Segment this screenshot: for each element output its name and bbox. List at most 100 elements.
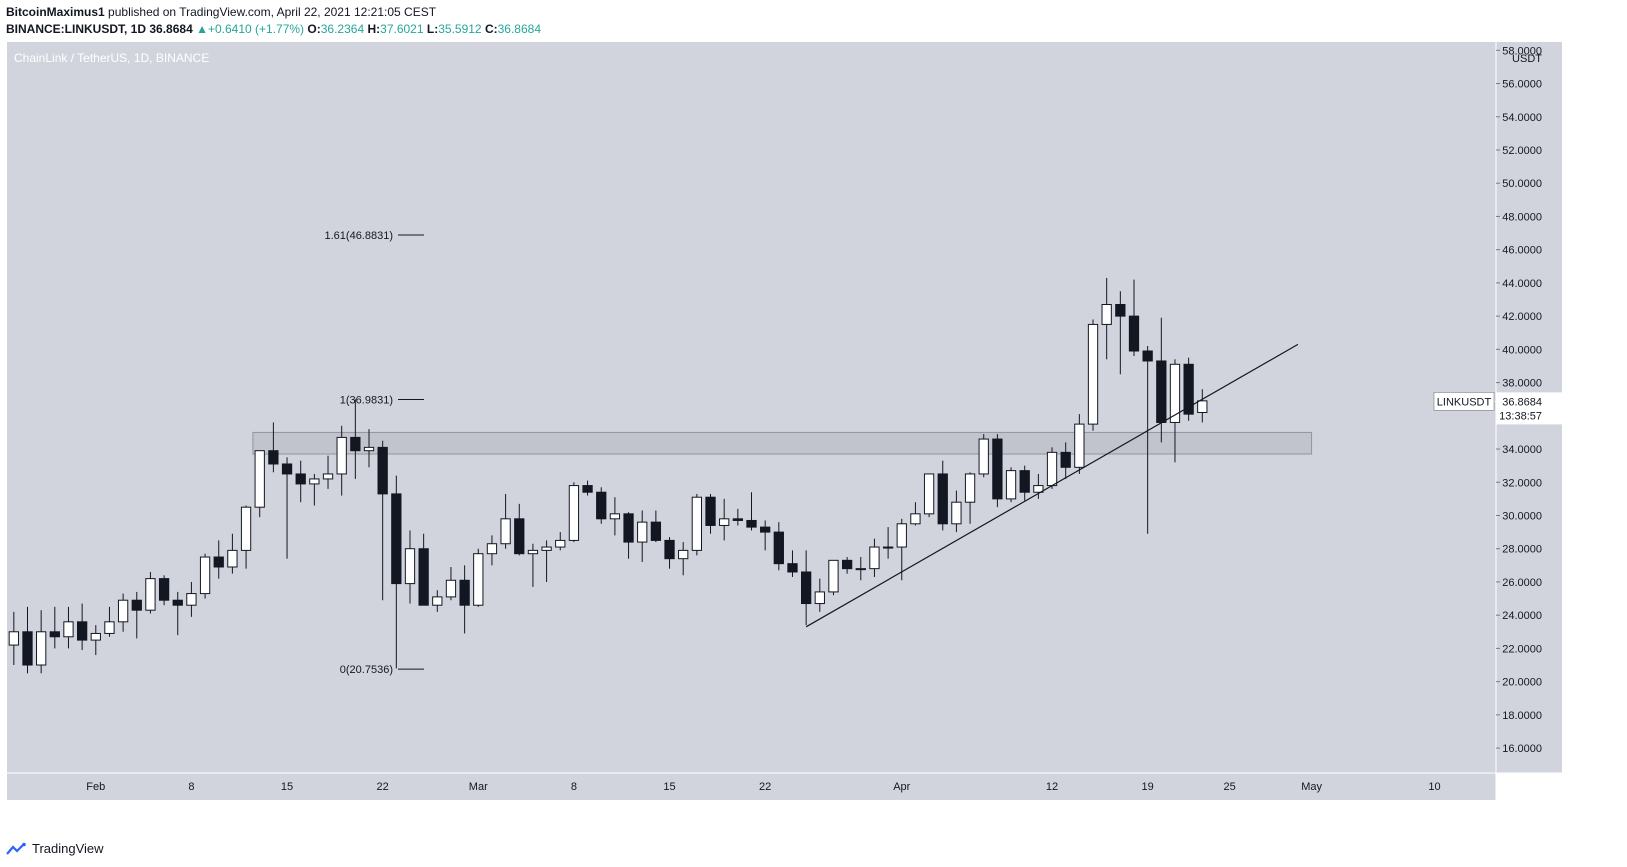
- price-tick-14: 44.0000: [1502, 278, 1542, 290]
- candle-body-37: [514, 518, 525, 555]
- candle-body-84: [1156, 360, 1167, 423]
- symbol-tag-box: [1433, 392, 1495, 411]
- candle-body-6: [90, 632, 101, 641]
- candle-body-14: [199, 556, 211, 595]
- candle-body-5: [76, 621, 88, 641]
- chart-pane[interactable]: [7, 42, 1496, 773]
- candle-body-28: [391, 493, 402, 585]
- candle-body-80: [1101, 303, 1112, 325]
- candle-body-68: [937, 473, 948, 525]
- open-value: 36.2364: [320, 22, 365, 36]
- low-value: 35.5912: [438, 22, 482, 36]
- tradingview-footer[interactable]: TradingView: [6, 841, 104, 856]
- candle-body-30: [418, 548, 429, 606]
- candle-body-34: [473, 553, 484, 606]
- candle-body-47: [650, 521, 662, 541]
- candle-body-82: [1128, 315, 1140, 352]
- candle-body-33: [459, 579, 470, 606]
- time-tick-3: 22: [377, 781, 389, 793]
- candle-body-78: [1074, 423, 1085, 468]
- time-axis[interactable]: [7, 773, 1496, 800]
- candle-body-24: [336, 436, 347, 475]
- candle-body-41: [568, 485, 580, 541]
- price-tick-8: 32.0000: [1502, 477, 1542, 489]
- support-zone-layer: [252, 431, 1313, 455]
- candle-body-36: [500, 518, 511, 545]
- time-ticks-layer: Feb 8 15 22 Mar 8 15 22 Apr 12 19 25 May 10: [86, 781, 1440, 793]
- candle-body-8: [117, 599, 129, 623]
- candle-body-64: [882, 546, 894, 549]
- candle-body-51: [705, 496, 716, 526]
- ohlc-legend: BINANCE:LINKUSDT, 1D 36.8684 ▲+0.6410 (+…: [6, 22, 541, 36]
- price-tick-18: 52.0000: [1502, 145, 1542, 157]
- candle-body-58: [800, 571, 812, 605]
- candle-body-65: [896, 523, 907, 548]
- candle-body-35: [486, 543, 498, 555]
- price-tick-16: 48.0000: [1502, 211, 1542, 223]
- current-price-value: 36.8684: [1502, 396, 1542, 408]
- candle-body-71: [978, 438, 989, 475]
- price-tick-17: 50.0000: [1502, 178, 1542, 190]
- candle-body-16: [227, 549, 238, 568]
- candle-body-55: [760, 526, 771, 533]
- candle-body-3: [49, 631, 60, 638]
- candle-body-12: [172, 599, 183, 606]
- support-zone: [252, 431, 1313, 455]
- candle-body-48: [664, 539, 675, 560]
- price-axis-unit: USDT: [1512, 53, 1542, 65]
- candle-body-67: [923, 473, 935, 515]
- candle-body-32: [445, 579, 457, 598]
- up-triangle-icon: ▲: [196, 22, 208, 36]
- candle-body-46: [637, 521, 648, 543]
- price-change: +0.6410 (+1.77%): [207, 22, 305, 36]
- candle-body-0: [8, 631, 19, 646]
- current-price-box: [1496, 392, 1562, 425]
- price-label-layer: LINKUSDT 36.8684 13:38:57: [1433, 392, 1562, 425]
- candle-body-43: [596, 491, 607, 520]
- candle-body-69: [951, 501, 962, 525]
- price-tick-2: 20.0000: [1502, 677, 1542, 689]
- price-tick-7: 30.0000: [1502, 510, 1542, 522]
- candle-body-62: [855, 568, 866, 571]
- fib-label-1: 1(36.9831): [340, 394, 393, 406]
- high-label: H:: [367, 22, 381, 36]
- close-value: 36.8684: [497, 22, 542, 36]
- price-tick-12: 40.0000: [1502, 344, 1542, 356]
- publisher-name[interactable]: BitcoinMaximus1: [6, 5, 105, 19]
- candle-body-77: [1060, 451, 1071, 468]
- candle-body-70: [964, 473, 976, 503]
- candle-body-11: [158, 578, 170, 601]
- candle-body-81: [1115, 303, 1126, 317]
- candle-body-50: [691, 496, 703, 551]
- candle-body-59: [814, 591, 825, 605]
- candle-body-31: [432, 596, 443, 606]
- candle-body-29: [404, 548, 416, 585]
- low-label: L:: [426, 22, 439, 36]
- candle-body-4: [63, 621, 74, 638]
- candle-body-74: [1019, 470, 1030, 493]
- candle-body-1: [22, 631, 33, 666]
- candle-body-72: [992, 438, 1003, 500]
- candle-body-57: [787, 563, 798, 573]
- candle-body-7: [104, 621, 115, 634]
- candle-body-22: [309, 478, 320, 485]
- candle-body-27: [377, 446, 388, 495]
- price-tick-4: 24.0000: [1502, 610, 1542, 622]
- time-tick-0: Feb: [86, 781, 105, 793]
- candle-body-23: [322, 473, 334, 480]
- price-tick-9: 34.0000: [1502, 444, 1542, 456]
- candle-body-66: [910, 513, 921, 525]
- candle-body-49: [678, 549, 689, 560]
- price-tick-19: 54.0000: [1502, 112, 1542, 124]
- candle-body-52: [719, 518, 730, 526]
- candle-body-19: [268, 450, 279, 465]
- bar-countdown: 13:38:57: [1499, 410, 1542, 422]
- publish-info: BitcoinMaximus1 published on TradingView…: [6, 5, 436, 19]
- time-tick-6: 15: [663, 781, 675, 793]
- time-tick-10: 19: [1142, 781, 1154, 793]
- candle-body-9: [131, 599, 142, 611]
- candle-body-13: [186, 593, 197, 606]
- tradingview-logo-icon: [6, 842, 26, 855]
- price-tick-6: 28.0000: [1502, 544, 1542, 556]
